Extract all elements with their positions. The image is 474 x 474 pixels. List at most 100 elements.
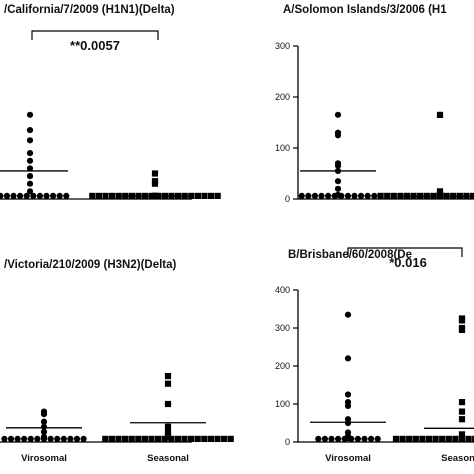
data-point: [325, 192, 332, 199]
data-point: [30, 192, 37, 199]
data-point: [374, 435, 381, 442]
data-point: [26, 137, 34, 144]
data-point: [406, 435, 413, 442]
data-point: [26, 157, 34, 164]
data-point: [73, 435, 81, 442]
data-point: [384, 192, 391, 199]
data-point: [151, 170, 159, 177]
data-point: [194, 192, 201, 199]
data-point: [141, 435, 148, 442]
data-point: [425, 435, 433, 442]
data-point: [321, 435, 328, 442]
data-point: [26, 127, 34, 134]
data-point: [364, 192, 371, 199]
category-label: Virosomal: [21, 453, 67, 464]
data-point: [354, 435, 361, 442]
data-point: [344, 399, 352, 406]
data-point: [43, 192, 50, 199]
data-point: [436, 111, 444, 118]
data-point: [344, 192, 351, 199]
data-point: [60, 435, 67, 442]
data-point: [164, 433, 172, 440]
data-point: [26, 173, 34, 180]
data-point: [109, 192, 116, 199]
data-point: [0, 192, 4, 199]
data-point: [7, 435, 15, 442]
data-point: [122, 435, 129, 442]
data-point: [377, 192, 384, 199]
category-label: Seasonal: [441, 453, 474, 464]
data-point: [445, 435, 452, 442]
data-point: [351, 192, 358, 199]
data-point: [214, 192, 221, 199]
data-point: [26, 111, 34, 118]
category-label: Seasonal: [147, 453, 189, 464]
data-point: [148, 435, 155, 442]
data-point: [458, 416, 466, 423]
data-point: [14, 435, 21, 442]
data-point: [164, 423, 172, 430]
data-point: [67, 435, 74, 442]
data-point: [412, 435, 419, 442]
data-point: [168, 435, 175, 442]
data-point: [95, 192, 102, 199]
data-point: [318, 192, 325, 199]
y-tick-label: 0: [285, 437, 290, 447]
y-tick-label: 200: [275, 92, 290, 102]
data-point: [399, 435, 406, 442]
panel-3: /Victoria/210/2009 (H3N2)(Delta) Virosoma…: [0, 259, 234, 464]
data-point: [315, 435, 322, 442]
data-point: [194, 435, 201, 442]
data-point: [40, 428, 48, 435]
data-point: [458, 435, 466, 442]
data-point: [26, 150, 34, 157]
data-point: [392, 435, 400, 442]
data-point: [36, 192, 44, 199]
data-point: [63, 192, 70, 199]
data-point: [452, 435, 459, 442]
data-point: [201, 192, 208, 199]
data-point: [26, 165, 34, 172]
data-point: [108, 435, 115, 442]
data-point: [335, 435, 342, 442]
data-point: [188, 435, 195, 442]
data-point: [135, 435, 142, 442]
data-point: [21, 435, 28, 442]
significance-label: **0.0057: [70, 38, 120, 53]
data-point: [458, 324, 466, 332]
data-point: [26, 180, 34, 187]
data-point: [181, 435, 188, 442]
data-point: [34, 435, 41, 442]
data-point: [155, 435, 162, 442]
data-point: [419, 435, 426, 442]
y-tick-label: 100: [275, 399, 290, 409]
data-point: [207, 435, 214, 442]
data-point: [89, 192, 96, 199]
data-point: [50, 192, 57, 199]
data-point: [358, 192, 365, 199]
data-point: [17, 192, 24, 199]
significance-label: *0.016: [389, 255, 427, 270]
data-point: [221, 435, 228, 442]
y-tick-label: 300: [275, 323, 290, 333]
category-label: Virosomal: [325, 453, 371, 464]
data-point: [56, 192, 63, 199]
data-point: [458, 408, 466, 415]
panel-4: B/Brisbane/60/2008(De 0 100 200 300 400 Viroso…: [275, 247, 474, 464]
data-point: [334, 111, 342, 118]
data-point: [368, 435, 375, 442]
data-point: [334, 185, 342, 192]
data-point: [344, 429, 352, 436]
significance-bracket: [31, 30, 159, 40]
data-point: [328, 435, 335, 442]
panel-1: /California/7/2009 (H1N1)(Delta) **0.0057: [0, 4, 221, 200]
data-point: [128, 435, 135, 442]
data-point: [334, 178, 342, 185]
y-tick-label: 200: [275, 361, 290, 371]
data-point: [47, 435, 54, 442]
data-point: [436, 188, 444, 195]
panel-title: A/Solomon Islands/3/2006 (H1: [283, 4, 447, 16]
data-point: [174, 435, 181, 442]
data-point: [298, 192, 305, 199]
